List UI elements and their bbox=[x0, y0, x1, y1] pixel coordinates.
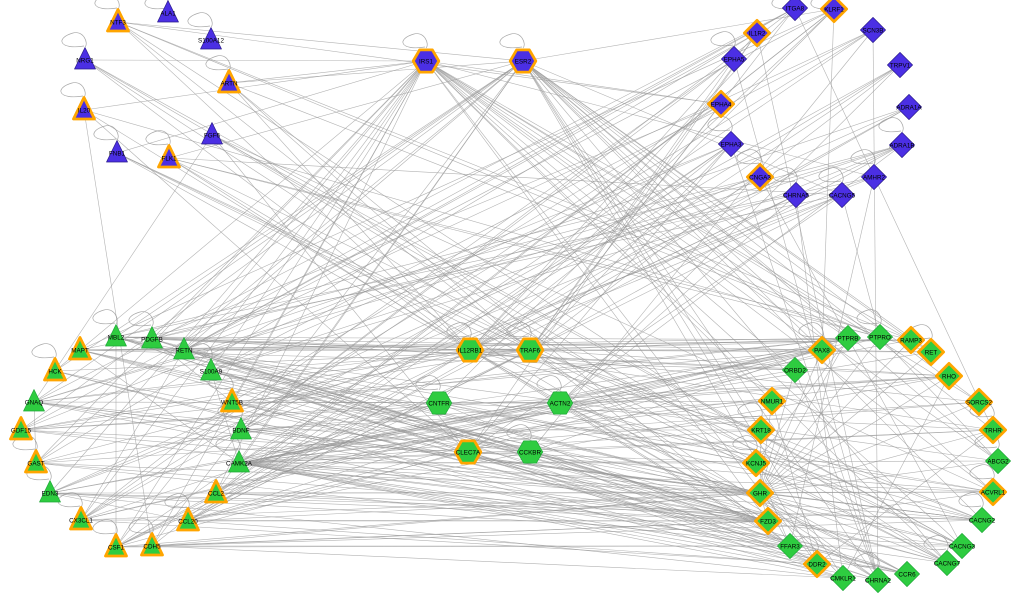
svg-text:EPHA3: EPHA3 bbox=[721, 142, 742, 149]
svg-text:IL20: IL20 bbox=[78, 108, 91, 115]
svg-text:CHRNA5: CHRNA5 bbox=[783, 193, 809, 200]
svg-text:AMHR2: AMHR2 bbox=[863, 175, 886, 182]
svg-text:FFAR3: FFAR3 bbox=[780, 544, 800, 551]
svg-text:PTPRB: PTPRB bbox=[838, 336, 859, 343]
svg-text:NRG1: NRG1 bbox=[76, 58, 94, 65]
svg-text:CMKLR1: CMKLR1 bbox=[830, 576, 856, 583]
svg-text:CLEC7A: CLEC7A bbox=[456, 450, 481, 457]
svg-text:PAX8: PAX8 bbox=[814, 348, 830, 355]
svg-text:TRAF6: TRAF6 bbox=[520, 348, 540, 355]
svg-text:FNB1: FNB1 bbox=[109, 151, 126, 158]
svg-text:WNT5B: WNT5B bbox=[221, 400, 243, 407]
svg-text:S100A9: S100A9 bbox=[200, 369, 223, 376]
svg-text:RHO: RHO bbox=[942, 374, 956, 381]
svg-text:CCL2: CCL2 bbox=[208, 491, 225, 498]
svg-text:PTPRO: PTPRO bbox=[869, 335, 891, 342]
svg-text:CHRNA2: CHRNA2 bbox=[865, 578, 891, 585]
svg-text:EPHA4: EPHA4 bbox=[711, 102, 732, 109]
svg-text:ARTN: ARTN bbox=[220, 81, 237, 88]
svg-text:TRHR: TRHR bbox=[984, 428, 1002, 435]
svg-text:FGF6: FGF6 bbox=[204, 133, 221, 140]
svg-text:KCNJ5: KCNJ5 bbox=[746, 461, 766, 468]
svg-text:MAPT: MAPT bbox=[71, 348, 89, 355]
svg-text:CCKBR: CCKBR bbox=[519, 450, 541, 457]
svg-text:FZD3: FZD3 bbox=[760, 519, 776, 526]
svg-text:FLK1: FLK1 bbox=[161, 156, 177, 163]
svg-text:EPHA5: EPHA5 bbox=[724, 57, 745, 64]
svg-text:ITGA8: ITGA8 bbox=[786, 6, 805, 13]
svg-text:GNAQ: GNAQ bbox=[25, 400, 44, 407]
svg-text:CACNG2: CACNG2 bbox=[969, 518, 996, 525]
svg-text:CX3CL1: CX3CL1 bbox=[69, 518, 93, 525]
svg-text:PDGFB: PDGFB bbox=[141, 337, 163, 344]
svg-text:GHR: GHR bbox=[753, 491, 767, 498]
svg-text:CCL20: CCL20 bbox=[178, 519, 198, 526]
svg-text:ORBD2: ORBD2 bbox=[784, 368, 806, 375]
svg-text:CCR6: CCR6 bbox=[898, 572, 916, 579]
svg-text:ACVRL1: ACVRL1 bbox=[981, 490, 1006, 497]
svg-text:MBL2: MBL2 bbox=[108, 335, 125, 342]
svg-text:SCN3B: SCN3B bbox=[863, 28, 884, 35]
svg-text:ALA1: ALA1 bbox=[160, 11, 176, 18]
svg-text:S100A12: S100A12 bbox=[198, 38, 224, 45]
svg-text:CAMK2A: CAMK2A bbox=[226, 461, 253, 468]
svg-text:CACNG7: CACNG7 bbox=[934, 561, 961, 568]
svg-text:CACNG5: CACNG5 bbox=[829, 193, 856, 200]
svg-text:IRS1: IRS1 bbox=[419, 59, 433, 66]
svg-text:CDH5: CDH5 bbox=[143, 544, 161, 551]
svg-text:CNTFR: CNTFR bbox=[428, 401, 450, 408]
svg-text:ESR2: ESR2 bbox=[515, 59, 532, 66]
svg-text:GDF15: GDF15 bbox=[11, 428, 32, 435]
svg-text:RAMP3: RAMP3 bbox=[900, 338, 922, 345]
svg-text:CNGA3: CNGA3 bbox=[749, 175, 771, 182]
svg-text:IL1R2: IL1R2 bbox=[749, 31, 766, 38]
svg-text:EDN3: EDN3 bbox=[42, 491, 59, 498]
svg-text:RET: RET bbox=[925, 350, 938, 357]
svg-text:HCK: HCK bbox=[48, 369, 62, 376]
svg-text:BDNF: BDNF bbox=[232, 428, 249, 435]
svg-text:ACTN2: ACTN2 bbox=[550, 401, 571, 408]
svg-text:TRPV1: TRPV1 bbox=[890, 63, 911, 70]
svg-text:ADRA1A: ADRA1A bbox=[896, 105, 922, 112]
svg-text:CACNG3: CACNG3 bbox=[949, 544, 976, 551]
svg-text:GAST: GAST bbox=[27, 461, 44, 468]
svg-text:NTF3: NTF3 bbox=[110, 20, 126, 27]
svg-text:KLRF1: KLRF1 bbox=[824, 7, 844, 14]
svg-text:ABCG2: ABCG2 bbox=[987, 459, 1009, 466]
svg-text:NMUR1: NMUR1 bbox=[761, 399, 784, 406]
svg-text:ADRA1B: ADRA1B bbox=[889, 143, 914, 150]
svg-text:DDR2: DDR2 bbox=[808, 562, 826, 569]
svg-text:RETN: RETN bbox=[175, 348, 193, 355]
svg-text:KRT18: KRT18 bbox=[751, 428, 771, 435]
svg-text:CSF1: CSF1 bbox=[108, 545, 125, 552]
svg-text:IL12RB1: IL12RB1 bbox=[458, 348, 483, 355]
svg-text:SORCS2: SORCS2 bbox=[966, 400, 992, 407]
